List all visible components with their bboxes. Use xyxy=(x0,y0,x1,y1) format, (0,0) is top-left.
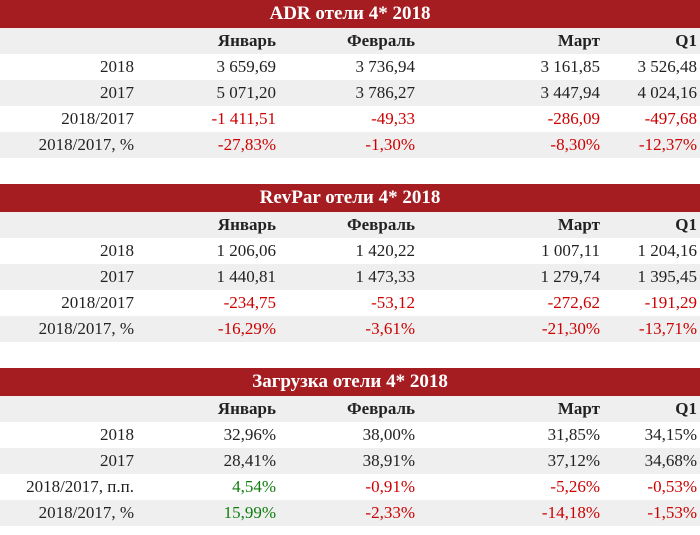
col-header-q1: Q1 xyxy=(675,31,697,50)
row-label: 2018 xyxy=(100,425,134,444)
adr-table: ADR отели 4* 2018 Январь Февраль Март Q1… xyxy=(0,0,700,158)
cell: -0,91% xyxy=(365,477,415,496)
cell: -3,61% xyxy=(365,319,415,338)
cell: 1 420,22 xyxy=(355,241,416,260)
col-header-jan: Январь xyxy=(217,399,276,418)
table-row: 2018 3 659,69 3 736,94 3 161,85 3 526,48 xyxy=(0,54,700,80)
occupancy-table: Загрузка отели 4* 2018 Январь Февраль Ма… xyxy=(0,368,700,526)
cell: -12,37% xyxy=(638,135,697,154)
col-header-mar: Март xyxy=(557,399,600,418)
cell: 1 279,74 xyxy=(540,267,601,286)
cell: -27,83% xyxy=(217,135,276,154)
cell: 28,41% xyxy=(223,451,276,470)
col-header-q1: Q1 xyxy=(675,215,697,234)
table-title: ADR отели 4* 2018 xyxy=(0,0,700,28)
cell: 38,00% xyxy=(362,425,415,444)
cell: -14,18% xyxy=(541,503,600,522)
cell: -1,30% xyxy=(365,135,415,154)
cell: 1 204,16 xyxy=(637,241,698,260)
cell: -1 411,51 xyxy=(211,109,276,128)
cell: 32,96% xyxy=(223,425,276,444)
table-row: 2017 5 071,20 3 786,27 3 447,94 4 024,16 xyxy=(0,80,700,106)
cell: 3 786,27 xyxy=(355,83,416,102)
cell: 1 395,45 xyxy=(637,267,698,286)
cell: -272,62 xyxy=(547,293,600,312)
header-row: Январь Февраль Март Q1 xyxy=(0,212,700,238)
table-row: 2018/2017, % -27,83% -1,30% -8,30% -12,3… xyxy=(0,132,700,158)
row-label: 2018/2017, % xyxy=(38,503,134,522)
cell: 38,91% xyxy=(362,451,415,470)
corner-cell xyxy=(0,396,136,422)
table-row: 2018/2017, % 15,99% -2,33% -14,18% -1,53… xyxy=(0,500,700,526)
cell: -191,29 xyxy=(644,293,697,312)
header-row: Январь Февраль Март Q1 xyxy=(0,28,700,54)
cell: 37,12% xyxy=(547,451,600,470)
table-row: 2018 32,96% 38,00% 31,85% 34,15% xyxy=(0,422,700,448)
col-header-feb: Февраль xyxy=(347,31,415,50)
cell: 31,85% xyxy=(547,425,600,444)
cell: -16,29% xyxy=(217,319,276,338)
row-label: 2018 xyxy=(100,57,134,76)
cell: -0,53% xyxy=(647,477,697,496)
row-label: 2018/2017 xyxy=(61,293,134,312)
cell: 3 736,94 xyxy=(355,57,416,76)
cell: -53,12 xyxy=(371,293,415,312)
col-header-q1: Q1 xyxy=(675,399,697,418)
cell: -234,75 xyxy=(223,293,276,312)
table-row: 2018 1 206,06 1 420,22 1 007,11 1 204,16 xyxy=(0,238,700,264)
row-label: 2017 xyxy=(100,83,134,102)
table-title: Загрузка отели 4* 2018 xyxy=(0,368,700,396)
cell: -21,30% xyxy=(541,319,600,338)
col-header-mar: Март xyxy=(557,31,600,50)
cell: -13,71% xyxy=(638,319,697,338)
cell: 34,15% xyxy=(644,425,697,444)
row-label: 2018/2017, % xyxy=(38,319,134,338)
col-header-mar: Март xyxy=(557,215,600,234)
cell: -8,30% xyxy=(550,135,600,154)
cell: 5 071,20 xyxy=(216,83,277,102)
cell: -1,53% xyxy=(647,503,697,522)
corner-cell xyxy=(0,212,136,238)
cell: 1 206,06 xyxy=(216,241,277,260)
cell: 1 440,81 xyxy=(216,267,277,286)
row-label: 2018/2017, % xyxy=(38,135,134,154)
cell: -497,68 xyxy=(644,109,697,128)
cell: -49,33 xyxy=(371,109,415,128)
cell: 4 024,16 xyxy=(637,83,698,102)
col-header-jan: Январь xyxy=(217,215,276,234)
row-label: 2018/2017, п.п. xyxy=(26,477,134,496)
cell: 1 473,33 xyxy=(355,267,416,286)
cell: 34,68% xyxy=(644,451,697,470)
cell: 1 007,11 xyxy=(541,241,600,260)
revpar-table: RevPar отели 4* 2018 Январь Февраль Март… xyxy=(0,184,700,342)
table-row: 2017 28,41% 38,91% 37,12% 34,68% xyxy=(0,448,700,474)
col-header-feb: Февраль xyxy=(347,215,415,234)
cell: -286,09 xyxy=(547,109,600,128)
cell: 4,54% xyxy=(232,477,276,496)
cell: -2,33% xyxy=(365,503,415,522)
cell: 15,99% xyxy=(223,503,276,522)
row-label: 2018/2017 xyxy=(61,109,134,128)
table-row: 2017 1 440,81 1 473,33 1 279,74 1 395,45 xyxy=(0,264,700,290)
row-label: 2017 xyxy=(100,451,134,470)
table-row: 2018/2017 -234,75 -53,12 -272,62 -191,29 xyxy=(0,290,700,316)
table-row: 2018/2017 -1 411,51 -49,33 -286,09 -497,… xyxy=(0,106,700,132)
cell: 3 161,85 xyxy=(540,57,601,76)
col-header-jan: Январь xyxy=(217,31,276,50)
table-row: 2018/2017, % -16,29% -3,61% -21,30% -13,… xyxy=(0,316,700,342)
row-label: 2017 xyxy=(100,267,134,286)
table-row: 2018/2017, п.п. 4,54% -0,91% -5,26% -0,5… xyxy=(0,474,700,500)
cell: 3 526,48 xyxy=(637,57,698,76)
cell: 3 659,69 xyxy=(216,57,277,76)
col-header-feb: Февраль xyxy=(347,399,415,418)
row-label: 2018 xyxy=(100,241,134,260)
header-row: Январь Февраль Март Q1 xyxy=(0,396,700,422)
corner-cell xyxy=(0,28,136,54)
cell: 3 447,94 xyxy=(540,83,601,102)
table-title: RevPar отели 4* 2018 xyxy=(0,184,700,212)
cell: -5,26% xyxy=(550,477,600,496)
